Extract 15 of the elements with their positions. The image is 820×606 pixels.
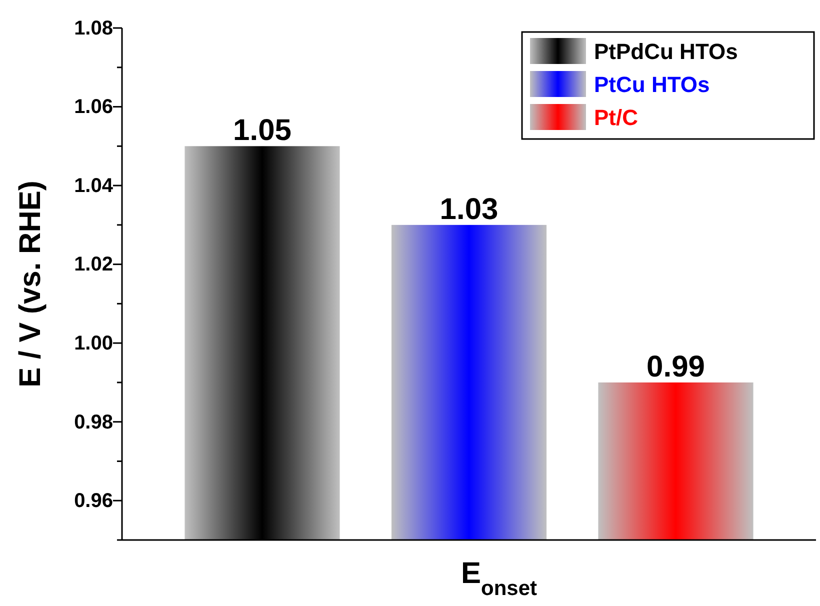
y-tick-label: 0.98 <box>74 411 113 434</box>
data-label: 0.99 <box>646 350 705 384</box>
legend-label: PtCu HTOs <box>594 72 710 97</box>
data-label: 1.03 <box>440 192 498 226</box>
y-tick-label: 1.08 <box>74 17 113 40</box>
y-axis-title: E / V (vs. RHE) <box>14 180 47 388</box>
data-label: 1.05 <box>233 114 292 148</box>
x-axis-title: E$_{onset}$ <box>460 557 538 600</box>
legend-label: Pt/C <box>594 105 638 130</box>
y-tick-label: 1.06 <box>74 96 113 118</box>
y-tick-label: 0.96 <box>74 490 113 512</box>
y-tick-label: 1.02 <box>74 254 113 276</box>
y-tick-label: 1.04 <box>74 174 114 197</box>
legend-label: PtPdCu HTOs <box>594 39 738 64</box>
text: 1.00 <box>74 332 113 354</box>
